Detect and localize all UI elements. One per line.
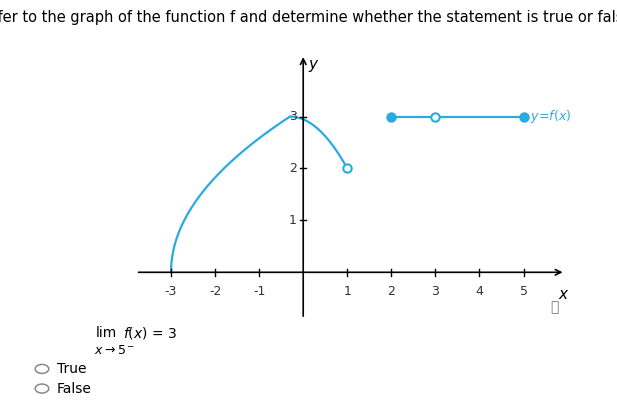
Text: 2: 2: [387, 285, 395, 298]
Text: False: False: [57, 382, 92, 396]
Text: -1: -1: [253, 285, 265, 298]
Text: lim: lim: [96, 326, 117, 340]
Text: 2: 2: [289, 162, 297, 175]
Text: ⓘ: ⓘ: [550, 301, 558, 315]
Text: $x \to 5^-$: $x \to 5^-$: [94, 344, 135, 357]
Text: True: True: [57, 362, 86, 376]
Text: $f(x)$ = 3: $f(x)$ = 3: [123, 325, 178, 342]
Text: $y\!=\!f(x)$: $y\!=\!f(x)$: [530, 108, 572, 125]
Text: 1: 1: [343, 285, 351, 298]
Text: 5: 5: [520, 285, 528, 298]
Text: 3: 3: [431, 285, 439, 298]
Text: Refer to the graph of the function f and determine whether the statement is true: Refer to the graph of the function f and…: [0, 10, 617, 25]
Text: y: y: [308, 57, 318, 72]
Text: -2: -2: [209, 285, 222, 298]
Text: 4: 4: [476, 285, 484, 298]
Text: 1: 1: [289, 214, 297, 227]
Text: 3: 3: [289, 110, 297, 123]
Text: x: x: [559, 287, 568, 302]
Text: -3: -3: [165, 285, 177, 298]
